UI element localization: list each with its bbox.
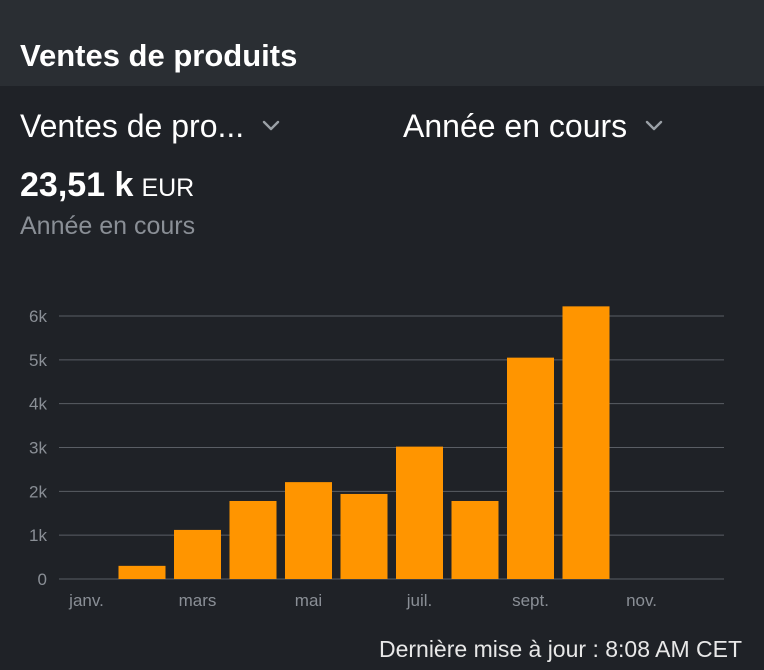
x-tick-label: janv. bbox=[68, 591, 104, 610]
last-updated-text: Dernière mise à jour : 8:08 AM CET bbox=[378, 636, 742, 662]
x-tick-label: nov. bbox=[626, 591, 657, 610]
total-value: 23,51 k bbox=[20, 166, 134, 204]
y-tick-label: 0 bbox=[38, 570, 47, 589]
x-tick-label: mai bbox=[295, 591, 322, 610]
bar bbox=[507, 357, 554, 579]
period-subtitle: Année en cours bbox=[20, 212, 196, 240]
period-dropdown[interactable]: Année en cours bbox=[403, 106, 663, 146]
period-dropdown-label: Année en cours bbox=[403, 107, 628, 144]
chevron-down-icon bbox=[262, 120, 280, 131]
bar bbox=[285, 482, 332, 579]
metric-dropdown[interactable]: Ventes de pro... bbox=[20, 106, 280, 146]
page-title: Ventes de produits bbox=[20, 38, 298, 73]
bar bbox=[451, 500, 499, 579]
y-tick-label: 4k bbox=[29, 395, 47, 414]
y-tick-label: 5k bbox=[29, 351, 47, 370]
sales-bar-chart: 0 1k 2k 3k 4k 5k 6k janv. mars mai juil. sept. nov. bbox=[29, 306, 724, 610]
bar bbox=[174, 529, 221, 579]
bar bbox=[118, 565, 166, 579]
metric-dropdown-label: Ventes de pro... bbox=[20, 107, 245, 144]
y-tick-label: 2k bbox=[29, 482, 47, 501]
bar bbox=[396, 446, 443, 579]
y-tick-label: 3k bbox=[29, 439, 47, 458]
y-tick-label: 1k bbox=[29, 526, 47, 545]
y-tick-label: 6k bbox=[29, 307, 47, 326]
x-tick-label: juil. bbox=[406, 591, 433, 610]
chevron-down-icon bbox=[645, 120, 663, 131]
bar bbox=[229, 500, 277, 579]
header-bar: Ventes de produits bbox=[0, 0, 764, 86]
total-currency: EUR bbox=[141, 174, 195, 202]
x-tick-label: sept. bbox=[512, 591, 549, 610]
total-sales: 23,51 k EUR bbox=[20, 166, 194, 205]
x-tick-label: mars bbox=[179, 591, 217, 610]
bar bbox=[562, 306, 610, 579]
bar bbox=[340, 493, 388, 579]
